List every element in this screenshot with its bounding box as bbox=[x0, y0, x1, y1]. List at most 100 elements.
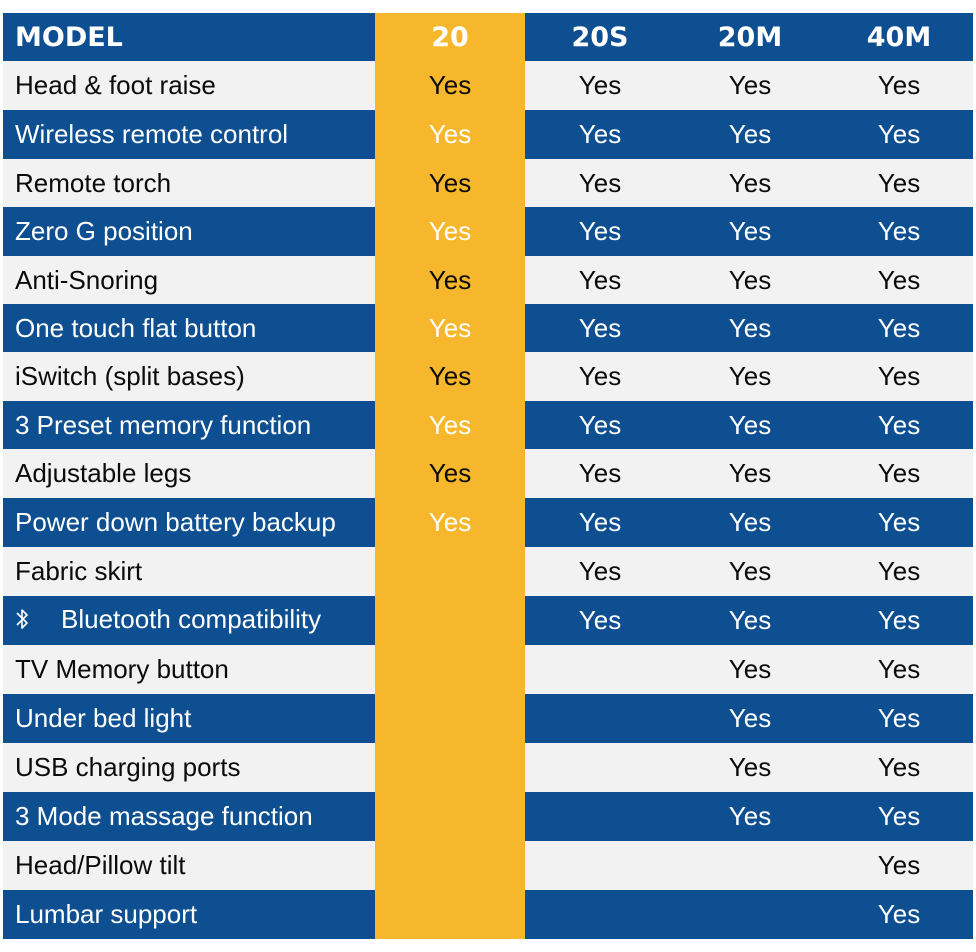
value-cell-20m: Yes bbox=[728, 507, 772, 537]
feature-cell: TV Memory button bbox=[3, 645, 375, 694]
value-cell-20s: Yes bbox=[578, 361, 622, 391]
model-comparison-table: MODEL 20 20S 20M 40M Head & foot raise Ye… bbox=[3, 13, 973, 939]
value-cell-20 bbox=[375, 547, 525, 596]
header-row: MODEL 20 20S 20M 40M bbox=[3, 13, 973, 61]
value-cell-40m: Yes bbox=[877, 654, 921, 684]
value-cell-20s: Yes bbox=[578, 167, 622, 198]
value-cell-20: Yes bbox=[375, 256, 525, 304]
feature-cell: 3 Preset memory function bbox=[3, 401, 375, 449]
value-cell-20: Yes bbox=[375, 401, 525, 449]
table-row: TV Memory button Yes Yes bbox=[3, 645, 973, 694]
table-row: Anti-Snoring Yes Yes Yes Yes bbox=[3, 256, 973, 304]
bluetooth-icon bbox=[15, 607, 35, 638]
feature-cell: One touch flat button bbox=[3, 304, 375, 352]
value-cell-40m: Yes bbox=[877, 458, 921, 488]
value-cell-20m: Yes bbox=[728, 752, 772, 782]
feature-cell: iSwitch (split bases) bbox=[3, 352, 375, 401]
table-row: Lumbar support Yes bbox=[3, 890, 973, 939]
table-row: Under bed light Yes Yes bbox=[3, 694, 973, 743]
value-cell-20 bbox=[375, 890, 525, 939]
value-cell-20m bbox=[675, 890, 825, 939]
table-row: Power down battery backup Yes Yes Yes Yes bbox=[3, 498, 973, 547]
feature-label: Head & foot raise bbox=[15, 70, 216, 100]
feature-cell: Lumbar support bbox=[3, 890, 375, 939]
value-cell-20m: Yes bbox=[728, 167, 772, 198]
value-cell-20m: Yes bbox=[728, 556, 772, 586]
feature-cell: Under bed light bbox=[3, 694, 375, 743]
table-row: 3 Preset memory function Yes Yes Yes Yes bbox=[3, 401, 973, 449]
value-cell-20 bbox=[375, 792, 525, 841]
value-cell-20s bbox=[525, 694, 675, 743]
table-row: Head & foot raise Yes Yes Yes Yes bbox=[3, 61, 973, 110]
table-row: Head/Pillow tilt Yes bbox=[3, 841, 973, 890]
feature-label: 3 Mode massage function bbox=[15, 801, 313, 831]
value-cell-40m: Yes bbox=[877, 361, 921, 391]
table-row: Remote torch Yes Yes Yes Yes bbox=[3, 159, 973, 207]
value-cell-20s: Yes bbox=[578, 556, 622, 586]
value-cell-20: Yes bbox=[375, 449, 525, 498]
value-cell-20 bbox=[375, 743, 525, 792]
table-row: Adjustable legs Yes Yes Yes Yes bbox=[3, 449, 973, 498]
value-cell-40m: Yes bbox=[877, 703, 921, 733]
table-row: One touch flat button Yes Yes Yes Yes bbox=[3, 304, 973, 352]
value-cell-20m: Yes bbox=[728, 409, 772, 440]
feature-label: TV Memory button bbox=[15, 654, 229, 684]
value-cell-40m: Yes bbox=[877, 70, 921, 100]
value-cell-20m: Yes bbox=[728, 654, 772, 684]
value-cell-20m: Yes bbox=[728, 801, 772, 831]
value-cell-40m: Yes bbox=[877, 850, 921, 880]
value-cell-20 bbox=[375, 645, 525, 694]
feature-label: Power down battery backup bbox=[15, 507, 336, 537]
value-cell-40m: Yes bbox=[877, 507, 921, 537]
value-cell-20s: Yes bbox=[578, 216, 622, 246]
value-cell-20s bbox=[525, 841, 675, 890]
value-cell-20: Yes bbox=[375, 61, 525, 110]
value-cell-20: Yes bbox=[375, 304, 525, 352]
value-cell-40m: Yes bbox=[877, 605, 921, 635]
table-body: Head & foot raise Yes Yes Yes Yes Wireless re… bbox=[3, 61, 973, 939]
value-cell-20m: Yes bbox=[728, 70, 772, 100]
value-cell-20m: Yes bbox=[728, 605, 772, 635]
feature-label: Lumbar support bbox=[15, 899, 198, 929]
value-cell-20 bbox=[375, 841, 525, 890]
feature-label: Zero G position bbox=[15, 216, 193, 246]
feature-cell: Adjustable legs bbox=[3, 449, 375, 498]
feature-label: Bluetooth compatibility bbox=[61, 603, 322, 634]
value-cell-20 bbox=[375, 694, 525, 743]
value-cell-20s: Yes bbox=[578, 507, 622, 537]
value-cell-40m: Yes bbox=[877, 167, 921, 198]
feature-cell: Zero G position bbox=[3, 207, 375, 256]
value-cell-20s: Yes bbox=[578, 458, 622, 488]
feature-cell: Head/Pillow tilt bbox=[3, 841, 375, 890]
value-cell-20m: Yes bbox=[728, 216, 772, 246]
feature-label: One touch flat button bbox=[15, 312, 257, 343]
header-model-20s: 20S bbox=[571, 21, 629, 53]
header-model-20: 20 bbox=[375, 13, 525, 61]
value-cell-40m: Yes bbox=[877, 556, 921, 586]
value-cell-20m: Yes bbox=[728, 264, 772, 295]
table-row: Fabric skirt Yes Yes Yes bbox=[3, 547, 973, 596]
value-cell-20s bbox=[525, 792, 675, 841]
feature-cell: 3 Mode massage function bbox=[3, 792, 375, 841]
feature-cell: Bluetooth compatibility bbox=[3, 596, 375, 645]
value-cell-20s: Yes bbox=[578, 605, 622, 635]
feature-label: iSwitch (split bases) bbox=[15, 361, 245, 391]
header-model-40m: 40M bbox=[866, 21, 932, 53]
value-cell-20 bbox=[375, 596, 525, 645]
value-cell-20s: Yes bbox=[578, 409, 622, 440]
feature-cell: Head & foot raise bbox=[3, 61, 375, 110]
feature-label: Remote torch bbox=[15, 167, 172, 198]
table-row: 3 Mode massage function Yes Yes bbox=[3, 792, 973, 841]
value-cell-20s: Yes bbox=[578, 70, 622, 100]
value-cell-20: Yes bbox=[375, 352, 525, 401]
value-cell-20m: Yes bbox=[728, 703, 772, 733]
feature-cell: Remote torch bbox=[3, 159, 375, 207]
feature-label: Adjustable legs bbox=[15, 458, 192, 488]
value-cell-20m bbox=[675, 841, 825, 890]
value-cell-20m: Yes bbox=[728, 312, 772, 343]
value-cell-40m: Yes bbox=[877, 899, 921, 929]
feature-label: Head/Pillow tilt bbox=[15, 850, 186, 880]
feature-label: Under bed light bbox=[15, 703, 192, 733]
value-cell-20s: Yes bbox=[578, 119, 622, 149]
feature-cell: Fabric skirt bbox=[3, 547, 375, 596]
